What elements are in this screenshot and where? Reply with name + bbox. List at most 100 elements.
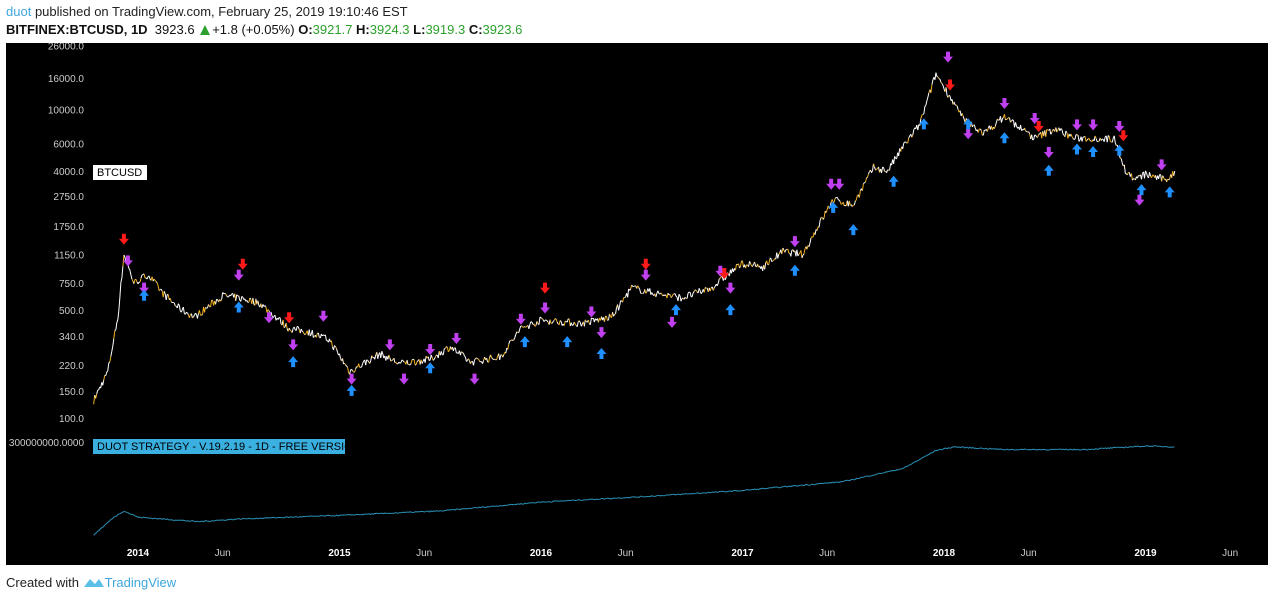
price-segment (712, 287, 715, 291)
price-segment (442, 348, 445, 355)
price-segment (398, 361, 401, 364)
price-segment (223, 292, 225, 295)
price-segment (210, 300, 213, 308)
price-segment (496, 355, 499, 360)
open-label: O: (298, 22, 313, 37)
price-segment (1088, 138, 1091, 142)
exit-signal-arrow-icon (943, 51, 954, 63)
price-segment (666, 293, 669, 299)
price-segment (1151, 174, 1154, 178)
price-segment (866, 176, 868, 179)
x-tick-label: 2014 (127, 548, 150, 559)
exit-signal-arrow-icon (715, 265, 726, 277)
price-segment (798, 252, 801, 255)
buy-signal-arrow-icon (425, 362, 436, 374)
price-segment (556, 321, 559, 325)
price-segment (285, 322, 288, 329)
y-tick-label: 6000.0 (53, 140, 84, 151)
exit-signal-arrow-icon (398, 373, 409, 385)
price-chart[interactable]: 26000.0 16000.0 10000.0 6000.0 4000.0 2750.0 1… (6, 43, 1268, 565)
price-segment (103, 375, 106, 381)
price-segment (332, 345, 335, 351)
price-segment (301, 330, 304, 333)
price-segment (188, 314, 191, 318)
price-segment (1149, 172, 1152, 177)
exit-signal-arrow-icon (586, 306, 597, 318)
exit-signal-arrow-icon (789, 236, 800, 248)
sell-signal-arrow-icon (284, 312, 295, 324)
price-segment (110, 351, 113, 357)
price-segment (315, 333, 318, 338)
author-link[interactable]: duot (6, 4, 32, 19)
price-segment (1062, 133, 1065, 136)
price-segment (982, 130, 985, 136)
price-segment (170, 301, 173, 304)
published-text: published on TradingView.com, February 2… (34, 4, 408, 19)
price-segment (95, 393, 98, 399)
price-segment (784, 249, 787, 253)
price-segment (822, 217, 825, 220)
price-segment (402, 360, 405, 363)
buy-signal-arrow-icon (1088, 145, 1099, 157)
buy-signal-arrow-icon (1043, 164, 1054, 176)
price-segment (345, 364, 347, 367)
price-segment (977, 128, 980, 133)
price-segment (800, 250, 803, 258)
price-segment (677, 294, 680, 302)
price-segment (1002, 117, 1004, 120)
price-segment (195, 312, 197, 315)
price-segment (875, 168, 877, 171)
price-segment (771, 260, 774, 263)
price-segment (937, 76, 940, 79)
price-segment (120, 277, 123, 283)
price-segment (940, 82, 943, 84)
price-segment (105, 372, 108, 376)
price-segment (427, 356, 430, 361)
price-segment (814, 229, 817, 235)
price-segment (558, 320, 561, 325)
tradingview-link[interactable]: TradingView (104, 575, 177, 590)
price-segment (1050, 132, 1053, 135)
price-segment (304, 333, 306, 336)
price-segment (973, 124, 976, 129)
price-segment (742, 260, 745, 268)
price-segment (1078, 139, 1081, 142)
price-segment (267, 309, 270, 311)
price-segment (342, 358, 345, 365)
price-segment (986, 127, 989, 132)
buy-signal-arrow-icon (562, 336, 573, 348)
price-segment (1101, 138, 1104, 140)
price-segment (905, 141, 908, 144)
price-segment (474, 358, 476, 361)
price-segment (657, 290, 660, 294)
close-label: C: (468, 22, 483, 37)
price-segment (246, 300, 249, 303)
price-segment (651, 292, 654, 295)
price-segment (377, 354, 380, 359)
price-segment (153, 278, 156, 281)
price-segment (114, 329, 117, 331)
price-segment (613, 314, 615, 317)
price-segment (823, 211, 826, 218)
price-segment (499, 355, 502, 360)
price-segment (691, 292, 694, 297)
y-tick-label: 1750.0 (53, 222, 84, 233)
price-segment (226, 295, 229, 298)
price-segment (186, 311, 188, 314)
price-segment (1081, 137, 1084, 142)
exit-signal-arrow-icon (640, 269, 651, 281)
price-segment (1035, 135, 1038, 138)
price-segment (953, 101, 956, 106)
price-segment (1031, 134, 1034, 141)
price-segment (118, 297, 121, 311)
price-segment (264, 305, 267, 308)
y-tick-label: 26000.0 (48, 43, 85, 52)
y-tick-label: 1150.0 (54, 250, 84, 261)
price-segment (295, 326, 298, 331)
price-segment (235, 294, 238, 301)
price-segment (619, 300, 622, 307)
price-segment (522, 326, 525, 328)
price-segment (607, 319, 609, 321)
price-segment (867, 171, 870, 175)
price-segment (208, 304, 210, 307)
